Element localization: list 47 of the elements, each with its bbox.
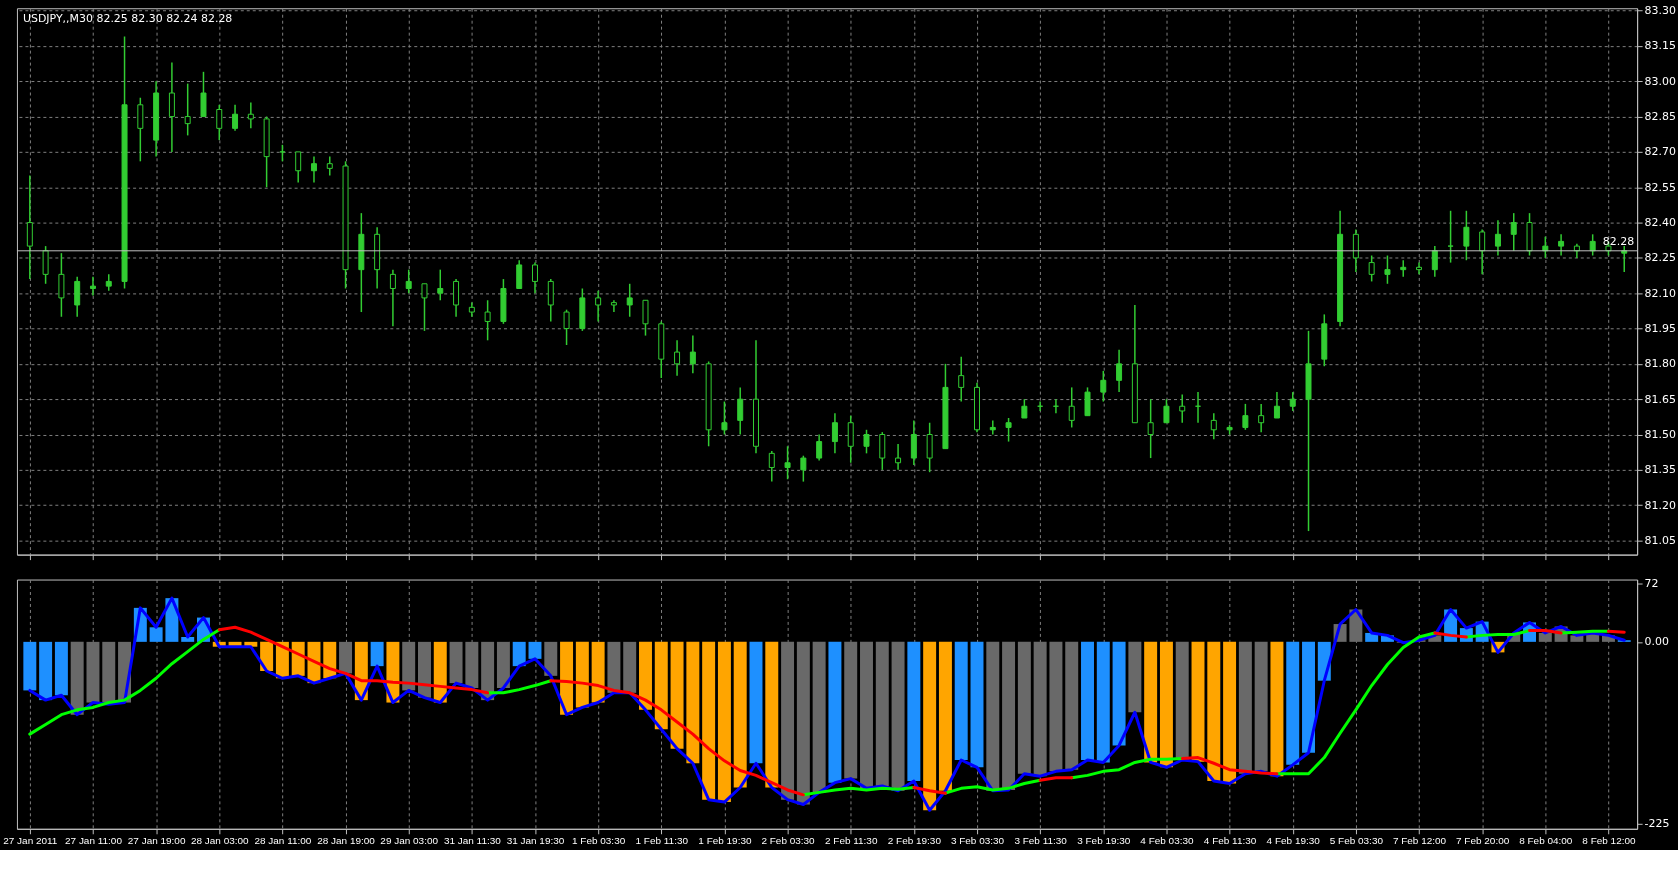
- y-tick-label: 72: [1644, 577, 1659, 591]
- x-tick-label: 28 Jan 19:00: [317, 835, 376, 847]
- x-tick-label: 31 Jan 19:30: [506, 835, 565, 847]
- x-tick-label: 7 Feb 20:00: [1456, 835, 1510, 847]
- y-tick-label: 81.05: [1644, 533, 1676, 547]
- x-tick-label: 29 Jan 03:00: [380, 835, 439, 847]
- y-tick-label: 82.55: [1644, 180, 1676, 194]
- chart-title: USDJPY,,M30 82.25 82.30 82.24 82.28: [22, 12, 233, 26]
- x-tick-label: 27 Jan 2011: [3, 835, 58, 847]
- x-tick-label: 3 Feb 03:30: [950, 835, 1005, 847]
- x-tick-label: 1 Feb 19:30: [698, 835, 752, 847]
- ref-line-label: 82.28: [1602, 234, 1635, 248]
- y-tick-label: 81.20: [1644, 498, 1676, 512]
- y-tick-label: -225: [1644, 817, 1670, 831]
- y-tick-label: 82.25: [1644, 251, 1676, 265]
- y-tick-label: 82.10: [1644, 286, 1676, 300]
- y-tick-label: 81.80: [1644, 357, 1676, 371]
- x-tick-label: 2 Feb 03:30: [761, 835, 816, 847]
- x-tick-label: 4 Feb 19:30: [1266, 835, 1321, 847]
- x-tick-label: 8 Feb 04:00: [1519, 835, 1573, 847]
- y-tick-label: 83.30: [1644, 4, 1676, 18]
- y-tick-label: 83.15: [1644, 39, 1676, 53]
- y-tick-label: 83.00: [1644, 74, 1676, 88]
- x-tick-label: 5 Feb 03:30: [1329, 835, 1384, 847]
- y-tick-label: 82.40: [1644, 216, 1676, 230]
- y-tick-label: 81.95: [1644, 322, 1676, 336]
- x-tick-label: 3 Feb 19:30: [1077, 835, 1131, 847]
- y-tick-label: 82.85: [1644, 110, 1676, 124]
- x-tick-label: 28 Jan 11:00: [254, 835, 312, 847]
- x-tick-label: 27 Jan 11:00: [65, 835, 123, 847]
- x-tick-label: 31 Jan 11:30: [443, 835, 502, 847]
- x-tick-label: 4 Feb 11:30: [1203, 835, 1257, 847]
- x-tick-label: 4 Feb 03:30: [1140, 835, 1194, 847]
- y-tick-label: 81.65: [1644, 392, 1676, 406]
- y-tick-label: 81.50: [1644, 428, 1676, 441]
- x-tick-label: 1 Feb 11:30: [635, 835, 689, 847]
- x-tick-label: 2 Feb 19:30: [887, 835, 942, 847]
- y-tick-label: 0.00: [1644, 635, 1670, 649]
- x-tick-label: 7 Feb 12:00: [1392, 835, 1447, 847]
- y-tick-label: 82.70: [1644, 145, 1676, 159]
- x-tick-label: 8 Feb 12:00: [1582, 835, 1637, 847]
- x-tick-label: 27 Jan 19:00: [127, 835, 186, 847]
- x-tick-label: 2 Feb 11:30: [824, 835, 878, 847]
- x-tick-label: 3 Feb 11:30: [1014, 835, 1068, 847]
- x-tick-label: 1 Feb 03:30: [572, 835, 626, 847]
- x-tick-label: 28 Jan 03:00: [190, 835, 250, 847]
- y-tick-label: 81.35: [1644, 463, 1676, 477]
